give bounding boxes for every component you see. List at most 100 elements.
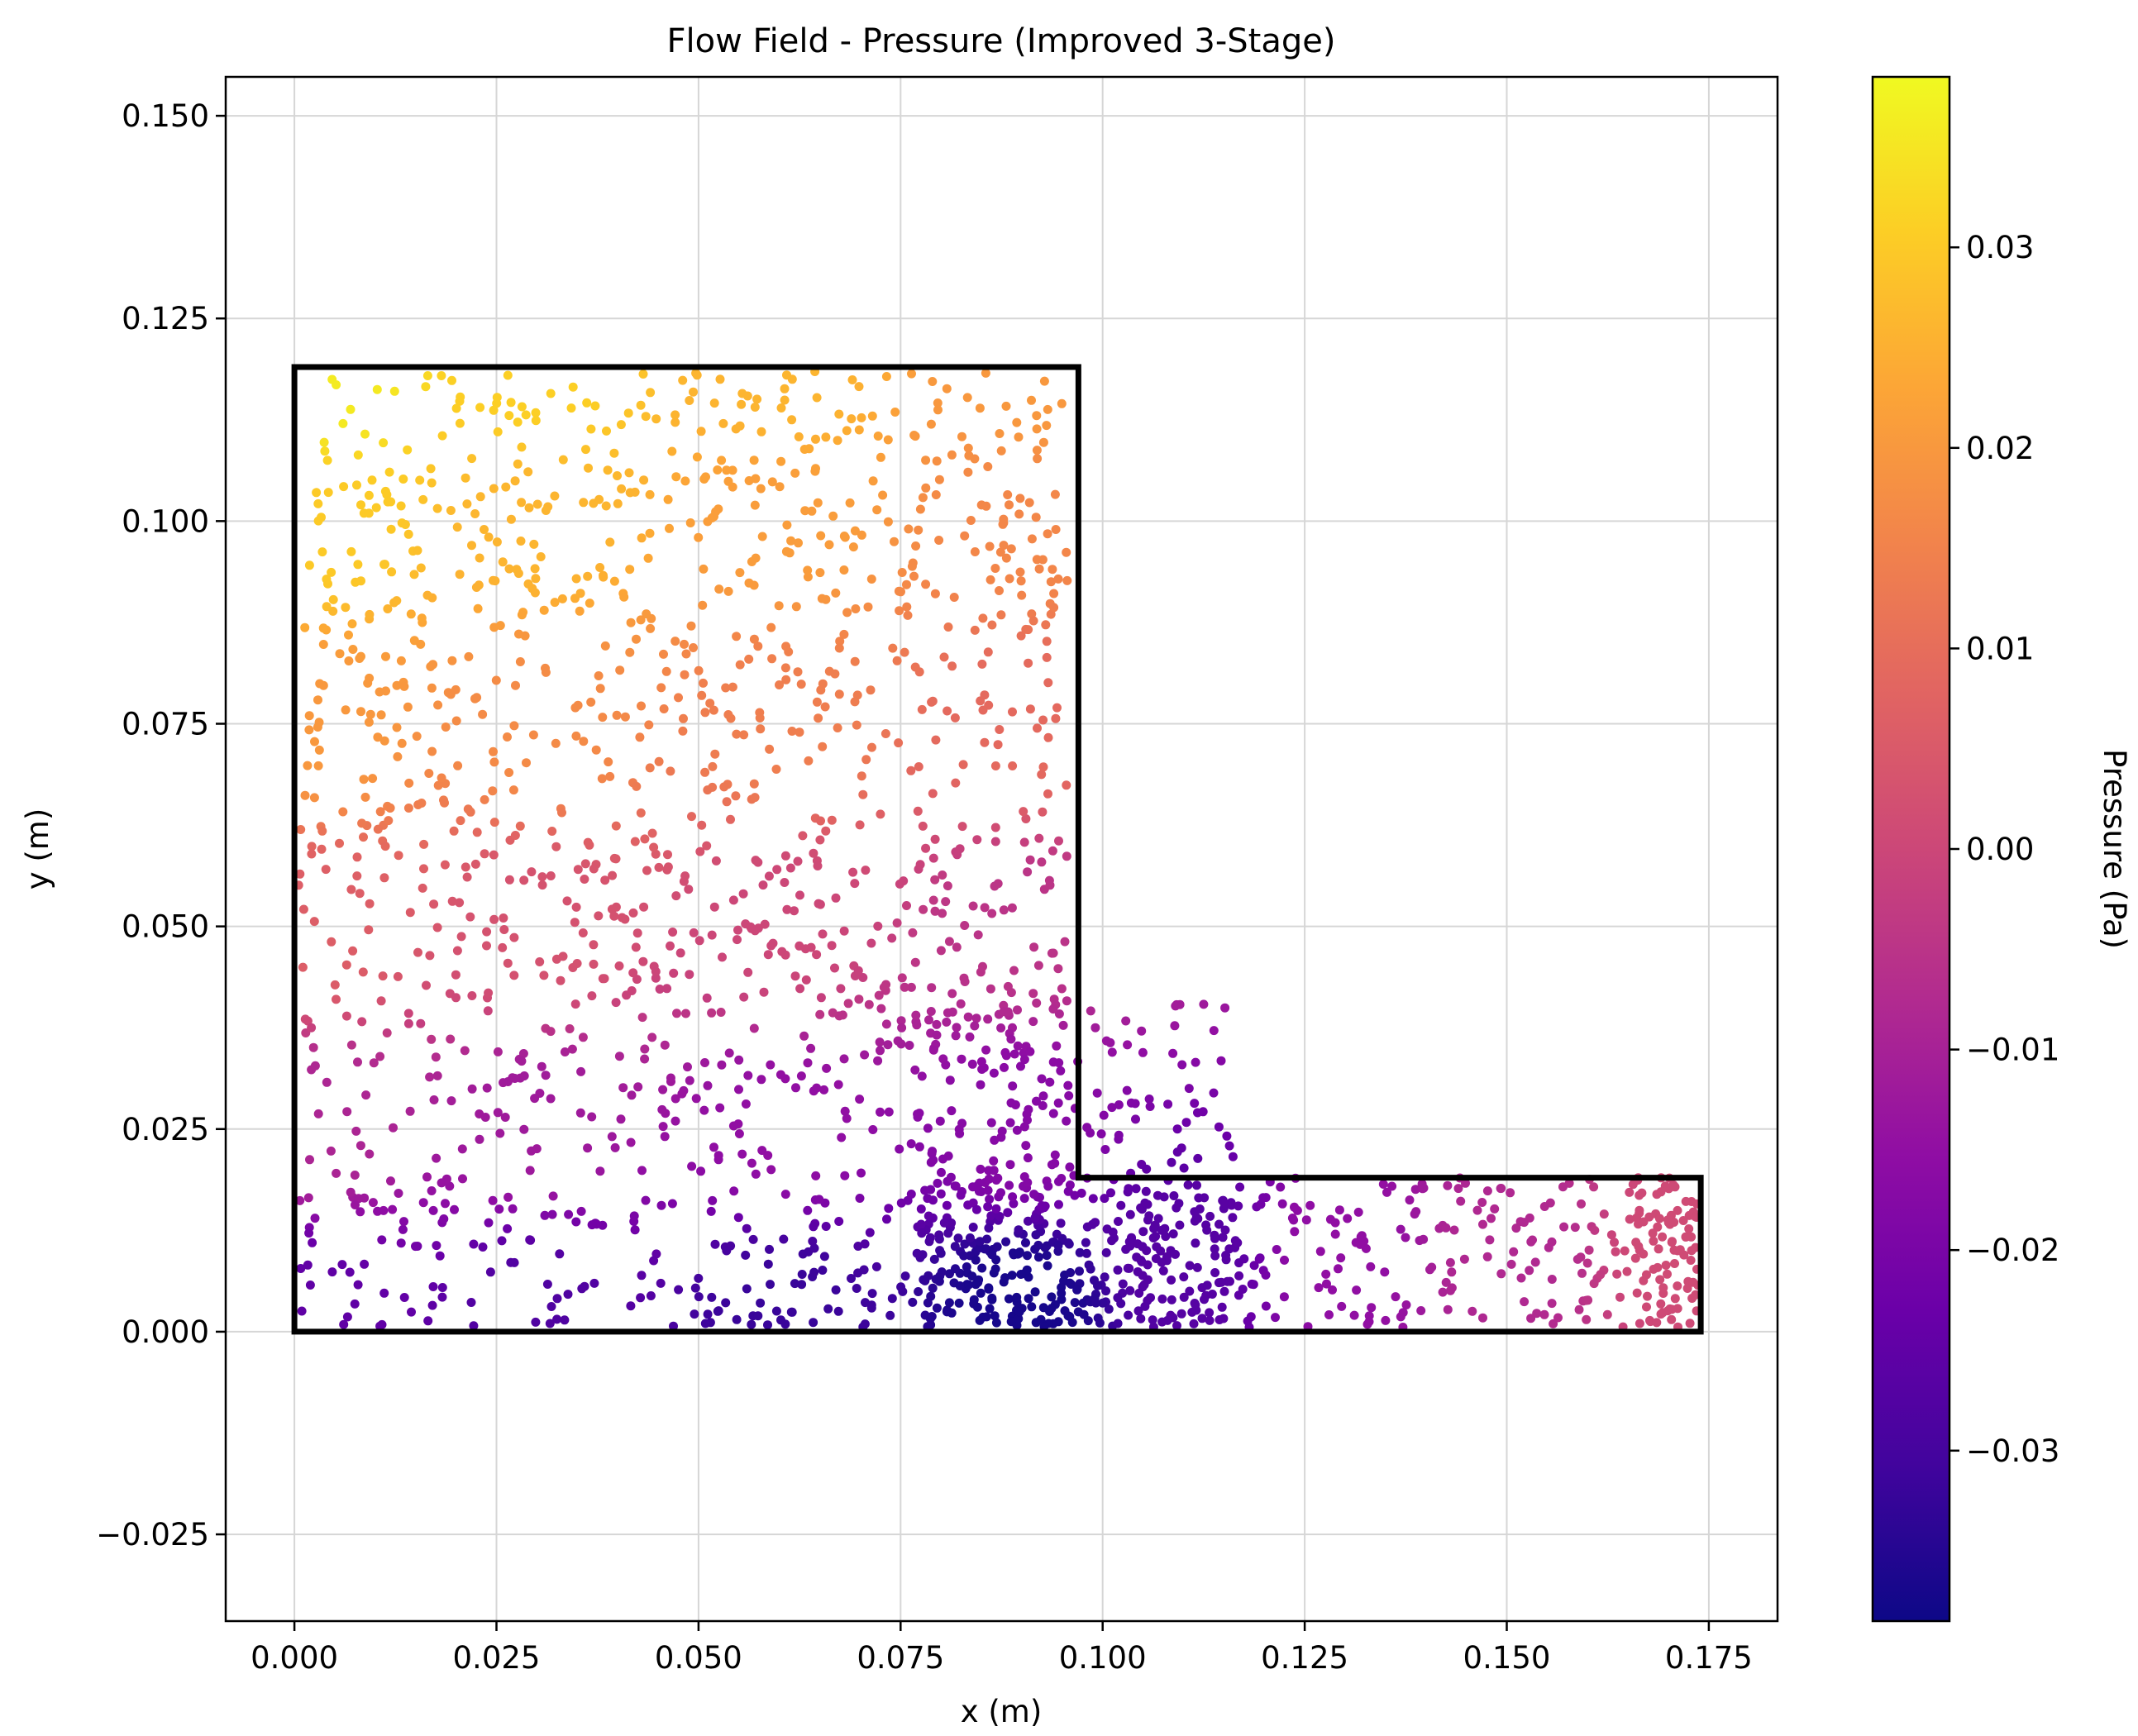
scatter-point bbox=[1658, 1232, 1668, 1242]
scatter-point bbox=[1100, 1272, 1110, 1282]
scatter-point bbox=[1114, 1130, 1124, 1140]
scatter-point bbox=[525, 1235, 535, 1245]
scatter-point bbox=[552, 1314, 562, 1324]
scatter-point bbox=[1334, 1205, 1344, 1215]
scatter-point bbox=[1012, 417, 1022, 427]
scatter-point bbox=[842, 608, 852, 618]
scatter-point bbox=[779, 1234, 789, 1244]
scatter-point bbox=[1272, 1245, 1281, 1254]
scatter-point bbox=[1143, 1215, 1153, 1225]
scatter-point bbox=[857, 1168, 866, 1178]
scatter-point bbox=[1043, 789, 1052, 799]
scatter-point bbox=[883, 1040, 893, 1050]
scatter-point bbox=[999, 905, 1009, 915]
scatter-point bbox=[474, 580, 484, 590]
scatter-point bbox=[956, 1190, 966, 1200]
scatter-point bbox=[735, 660, 745, 670]
scatter-point bbox=[1124, 1310, 1133, 1320]
scatter-point bbox=[933, 405, 943, 415]
scatter-point bbox=[517, 402, 527, 412]
scatter-point bbox=[942, 384, 952, 393]
scatter-point bbox=[960, 1239, 970, 1249]
scatter-point bbox=[861, 1298, 870, 1308]
scatter-point bbox=[614, 961, 624, 971]
scatter-point bbox=[709, 902, 719, 912]
scatter-point bbox=[1140, 1301, 1150, 1311]
scatter-point bbox=[1478, 1219, 1487, 1229]
scatter-point bbox=[827, 815, 837, 825]
x-tick-label: 0.025 bbox=[453, 1640, 541, 1676]
scatter-point bbox=[758, 880, 768, 890]
scatter-point bbox=[304, 711, 314, 721]
scatter-point bbox=[1343, 1214, 1353, 1223]
scatter-point bbox=[1602, 1309, 1612, 1319]
scatter-point bbox=[1032, 424, 1042, 434]
scatter-point bbox=[1210, 1251, 1220, 1261]
scatter-point bbox=[1174, 1199, 1184, 1209]
scatter-point bbox=[1107, 1236, 1117, 1246]
scatter-point bbox=[817, 594, 827, 603]
scatter-point bbox=[1005, 1160, 1015, 1170]
scatter-point bbox=[303, 761, 313, 770]
scatter-point bbox=[790, 468, 800, 478]
scatter-point bbox=[393, 751, 403, 761]
scatter-point bbox=[913, 806, 923, 816]
scatter-point bbox=[1216, 1277, 1226, 1287]
scatter-point bbox=[1652, 1318, 1662, 1328]
scatter-point bbox=[447, 656, 457, 665]
scatter-point bbox=[589, 959, 599, 969]
scatter-point bbox=[642, 609, 651, 619]
scatter-point bbox=[980, 903, 990, 913]
colorbar-tick-label: −0.01 bbox=[1966, 1033, 2059, 1068]
scatter-point bbox=[639, 475, 649, 485]
scatter-point bbox=[1191, 1300, 1200, 1309]
scatter-point bbox=[766, 941, 776, 951]
scatter-point bbox=[368, 774, 378, 784]
scatter-point bbox=[1577, 1199, 1586, 1209]
scatter-point bbox=[766, 1165, 776, 1175]
scatter-point bbox=[1256, 1199, 1266, 1209]
scatter-point bbox=[983, 462, 993, 471]
scatter-point bbox=[339, 1319, 349, 1329]
scatter-point bbox=[1106, 1188, 1115, 1198]
scatter-point bbox=[726, 814, 735, 824]
scatter-point bbox=[935, 1116, 945, 1126]
scatter-point bbox=[985, 541, 995, 551]
scatter-point bbox=[309, 793, 319, 803]
scatter-point bbox=[864, 999, 874, 1009]
scatter-point bbox=[1634, 1242, 1644, 1252]
scatter-point bbox=[446, 506, 456, 515]
scatter-point bbox=[918, 493, 928, 503]
scatter-point bbox=[1014, 509, 1024, 519]
scatter-point bbox=[1005, 1118, 1015, 1128]
scatter-point bbox=[446, 1034, 456, 1044]
scatter-point bbox=[522, 758, 531, 768]
scatter-point bbox=[1005, 500, 1014, 510]
scatter-point bbox=[1157, 1257, 1167, 1267]
scatter-point bbox=[1090, 1023, 1100, 1033]
scatter-point bbox=[1215, 1315, 1224, 1324]
scatter-point bbox=[751, 1169, 761, 1179]
scatter-point bbox=[386, 497, 396, 507]
scatter-point bbox=[541, 663, 550, 673]
scatter-point bbox=[1070, 1298, 1080, 1308]
scatter-point bbox=[506, 514, 516, 524]
scatter-point bbox=[703, 517, 713, 527]
scatter-point bbox=[1003, 981, 1013, 991]
scatter-point bbox=[1062, 780, 1071, 790]
scatter-point bbox=[419, 839, 429, 849]
scatter-point bbox=[947, 1308, 957, 1318]
scatter-point bbox=[415, 475, 425, 485]
scatter-point bbox=[808, 1237, 818, 1246]
scatter-point bbox=[666, 941, 675, 951]
scatter-point bbox=[1070, 1190, 1080, 1200]
scatter-point bbox=[437, 371, 446, 380]
scatter-point bbox=[356, 576, 365, 586]
scatter-point bbox=[396, 656, 406, 665]
scatter-point bbox=[417, 799, 427, 808]
scatter-point bbox=[413, 947, 422, 957]
scatter-point bbox=[766, 1280, 775, 1290]
scatter-point bbox=[1243, 1316, 1253, 1326]
scatter-point bbox=[513, 569, 523, 579]
scatter-point bbox=[1247, 1279, 1257, 1289]
